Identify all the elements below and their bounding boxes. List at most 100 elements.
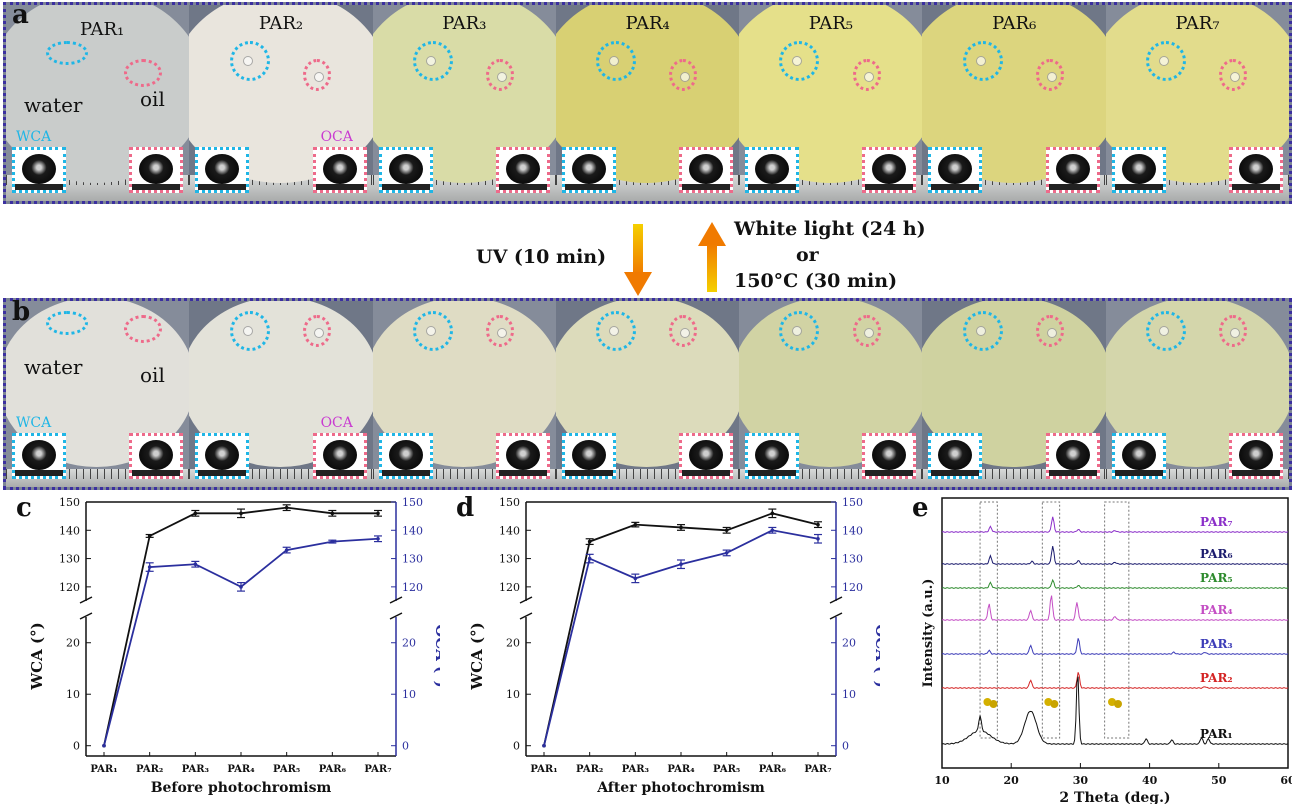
- x-tick-label: PAR₂: [576, 764, 603, 775]
- data-point: [102, 743, 106, 748]
- crystal-marker-icon: [989, 700, 998, 708]
- data-point: [330, 539, 335, 544]
- data-point: [724, 528, 729, 533]
- y2-tick-label: 0: [402, 740, 409, 753]
- or-label: or: [796, 244, 819, 266]
- wca-inset-2: [195, 147, 250, 193]
- data-point: [239, 511, 243, 516]
- crystal-marker-icon: [1114, 700, 1122, 708]
- chart-e: 10 20 30 40 50 60 PAR₇ PAR₆ PAR₅ PAR₄ PAR₃ PAR₂ PAR₁…: [912, 493, 1292, 804]
- xrd-series-label: PAR₇: [1200, 515, 1233, 529]
- sample-photo-7: [1105, 301, 1289, 487]
- wca-inset-4: [561, 433, 616, 479]
- x-tick-label: 30: [1073, 774, 1089, 787]
- wca-inset-2: [195, 433, 250, 479]
- x-axis-label: After photochromism: [596, 780, 765, 796]
- data-point: [816, 522, 820, 527]
- y2-tick-label: 150: [402, 496, 423, 509]
- water-droplet-ring: [412, 41, 453, 81]
- y2-tick-label: 140: [402, 524, 423, 537]
- y-axis-label: WCA (°): [28, 622, 46, 690]
- substrate-line: [198, 184, 247, 190]
- uv-down-arrow-icon: [624, 224, 652, 296]
- xrd-series-label: PAR₁: [1200, 727, 1233, 741]
- x-tick-label: 10: [934, 774, 950, 787]
- y2-tick-label: 130: [402, 553, 423, 566]
- droplet-image: [505, 440, 540, 470]
- oil-droplet-ring: [852, 59, 881, 91]
- axis-break-mark: [79, 612, 93, 620]
- sample-photo-1: water oil WCA: [6, 301, 190, 487]
- substrate-line: [1114, 184, 1163, 190]
- substrate-line: [748, 470, 797, 476]
- crystal-marker-icon: [1050, 700, 1059, 708]
- y2-tick-label: 20: [842, 637, 856, 650]
- substrate-line: [931, 470, 980, 476]
- sample-photo-2: OCA: [189, 301, 373, 487]
- droplet: [975, 56, 986, 66]
- series-line-wca: [103, 506, 378, 746]
- photo-strip-a: water oil PAR₁ WCA PAR₂ OCA PAR₃ PAR₄ PAR₅ PAR₆ PA…: [3, 2, 1292, 204]
- xrd-series-label: PAR₄: [1200, 603, 1233, 617]
- x-tick-label: PAR₆: [319, 764, 347, 775]
- water-droplet-ring: [46, 311, 88, 335]
- data-point: [147, 534, 152, 538]
- droplet-image: [205, 154, 240, 184]
- oil-label: oil: [140, 363, 165, 387]
- sample-label-4: PAR₄: [625, 13, 670, 34]
- droplet-image: [755, 440, 790, 470]
- y-axis-label: Intensity (a.u.): [921, 579, 936, 688]
- droplet-image: [322, 440, 357, 470]
- data-point: [284, 548, 289, 552]
- droplet-image: [139, 154, 174, 184]
- data-point: [284, 505, 289, 510]
- panel-label: c: [16, 493, 32, 523]
- y-tick-label: 130: [499, 553, 520, 566]
- y-tick-label: 120: [499, 581, 520, 594]
- water-droplet-ring: [1146, 41, 1187, 81]
- droplet: [242, 326, 253, 336]
- data-point: [239, 585, 243, 589]
- oil-droplet-ring: [124, 315, 162, 343]
- sample-label-7: PAR₇: [1175, 13, 1220, 34]
- substrate-line: [682, 184, 731, 190]
- y-tick-label: 20: [66, 637, 80, 650]
- sample-photo-7: PAR₇: [1105, 5, 1289, 201]
- water-droplet-ring: [596, 41, 637, 81]
- x-tick-label: PAR₅: [273, 764, 300, 775]
- droplet-image: [571, 440, 606, 470]
- oil-droplet-ring: [302, 59, 331, 91]
- oca-inset-3: [495, 147, 550, 193]
- oca-caption: OCA: [320, 415, 353, 431]
- droplet: [1047, 72, 1058, 82]
- data-point: [542, 743, 546, 748]
- droplet-image: [1121, 154, 1156, 184]
- data-point: [376, 536, 380, 541]
- data-point: [770, 528, 775, 533]
- droplet-image: [571, 154, 606, 184]
- x-axis-label: 2 Theta (deg.): [1059, 790, 1170, 804]
- droplet: [313, 328, 324, 338]
- sample-photo-2: PAR₂ OCA: [189, 5, 373, 201]
- sample-photo-1: water oil PAR₁ WCA: [6, 5, 190, 201]
- xrd-trace-7: [941, 516, 1289, 533]
- wca-inset-5: [745, 433, 800, 479]
- oil-droplet-ring: [1219, 315, 1248, 347]
- droplet-image: [388, 440, 423, 470]
- oil-droplet-ring: [486, 59, 515, 91]
- sample-label-3: PAR₃: [442, 13, 487, 34]
- x-tick-label: 20: [1004, 774, 1020, 787]
- oil-droplet-ring: [302, 315, 331, 347]
- chart-d: 120 120 130 130 140 140 150 150 0 0 10 10 20 20 PAR₁ PA…: [456, 493, 880, 796]
- substrate-line: [1231, 184, 1280, 190]
- y2-tick-label: 10: [402, 688, 416, 701]
- droplet: [313, 72, 324, 82]
- oca-inset-6: [1045, 147, 1100, 193]
- xrd-trace-5: [941, 578, 1289, 589]
- oil-droplet-ring: [1036, 315, 1065, 347]
- y2-tick-label: 150: [842, 496, 863, 509]
- panel-label-a: a: [12, 0, 29, 30]
- droplet-image: [689, 154, 724, 184]
- data-point: [770, 511, 775, 516]
- y-tick-label: 20: [506, 637, 520, 650]
